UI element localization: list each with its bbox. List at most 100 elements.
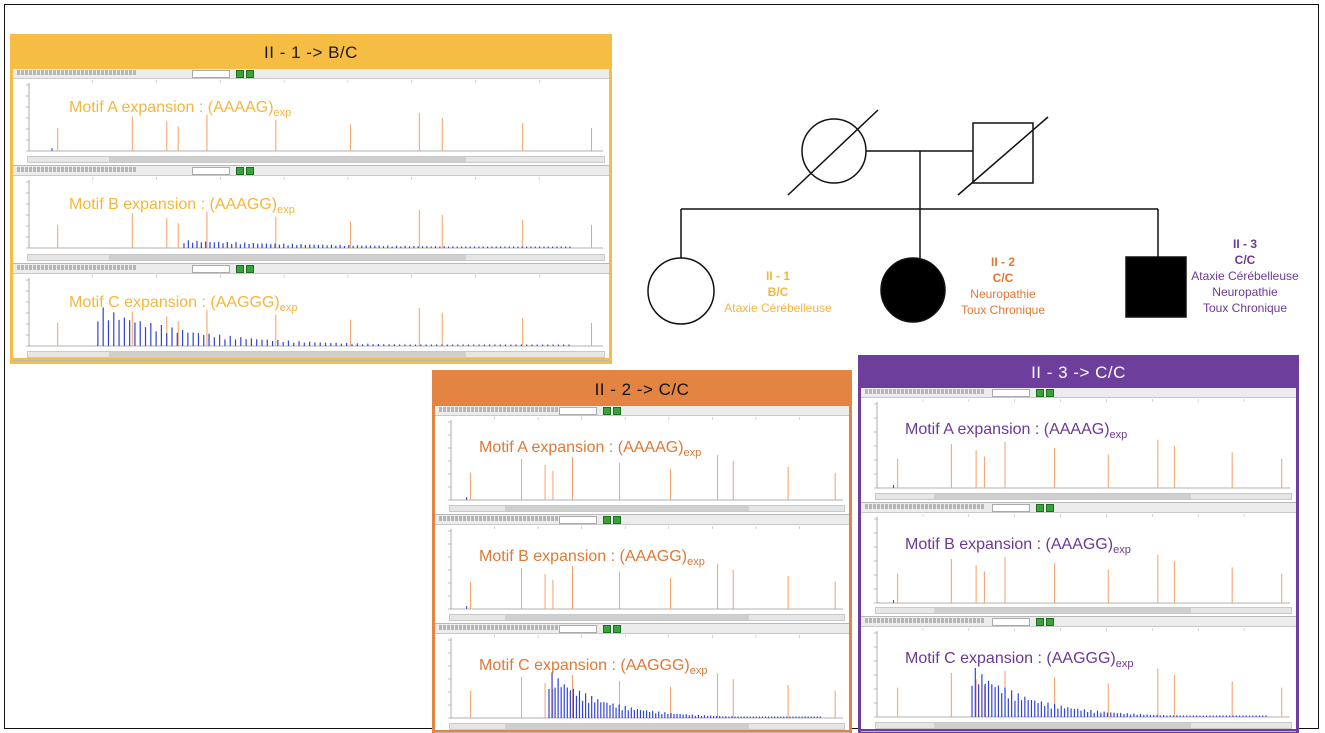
- electropherogram-trace: [874, 513, 1290, 603]
- panel-title: II - 1 -> B/C: [264, 43, 358, 62]
- ii3-phenotype-2: Neuropathie: [1212, 285, 1278, 299]
- electropherogram-trace: [874, 628, 1290, 718]
- scrollbar-thumb[interactable]: [505, 506, 750, 511]
- trace-scrollbar[interactable]: [27, 156, 605, 164]
- motif-label-subscript: exp: [689, 665, 708, 678]
- motif-expansion-label: Motif A expansion : (AAAAG)exp: [479, 439, 701, 459]
- motif-label-subscript: exp: [687, 556, 705, 569]
- trace-filename: [17, 167, 137, 173]
- scrollbar-thumb[interactable]: [934, 493, 1192, 499]
- electropherogram-trace: [874, 399, 1290, 489]
- trace-green-button[interactable]: [1036, 503, 1044, 512]
- panel-title: II - 3 -> C/C: [1031, 363, 1126, 382]
- trace-green-button[interactable]: [236, 264, 244, 273]
- trace-green-button[interactable]: [1036, 389, 1044, 397]
- trace-filename: [17, 264, 137, 270]
- trace-green-button[interactable]: [246, 70, 254, 78]
- trace-scrollbar[interactable]: [875, 607, 1292, 615]
- trace-green-button[interactable]: [603, 407, 611, 415]
- subplot-motif-c: Motif C expansion : (AAGGG)exp: [13, 263, 609, 361]
- scrollbar-thumb[interactable]: [505, 724, 750, 729]
- motif-label-subscript: exp: [1113, 543, 1131, 556]
- motif-label-subscript: exp: [273, 107, 292, 120]
- motif-expansion-label: Motif B expansion : (AAAGG)exp: [479, 548, 705, 568]
- motif-label-subscript: exp: [1109, 429, 1128, 442]
- trace-axis: [450, 529, 843, 610]
- trace-filename: [865, 618, 985, 624]
- trace-dropdown[interactable]: [559, 516, 597, 524]
- trace-dropdown[interactable]: [192, 167, 230, 176]
- trace-toolbar: [13, 69, 609, 79]
- trace-scrollbar[interactable]: [449, 505, 845, 512]
- trace-toolbar: [861, 617, 1296, 628]
- trace-filename: [865, 389, 985, 394]
- trace-green-button[interactable]: [613, 407, 621, 415]
- trace-scrollbar[interactable]: [27, 253, 605, 261]
- ii2-phenotype-1: Neuropathie: [970, 287, 1036, 301]
- trace-toolbar: [13, 263, 609, 274]
- trace-axis: [876, 402, 1290, 489]
- trace-toolbar: [435, 624, 849, 634]
- trace-toolbar: [13, 166, 609, 177]
- trace-scrollbar[interactable]: [449, 614, 845, 621]
- trace-dropdown[interactable]: [559, 407, 597, 415]
- electropherogram-trace: [448, 417, 843, 501]
- trace-dropdown[interactable]: [192, 264, 230, 273]
- trace-scrollbar[interactable]: [27, 350, 605, 358]
- ii2-id: II - 2: [990, 255, 1015, 269]
- trace-axis: [450, 638, 843, 719]
- trace-toolbar: [435, 406, 849, 416]
- motif-expansion-label: Motif C expansion : (AAGGG)exp: [69, 294, 297, 314]
- trace-dropdown[interactable]: [192, 70, 230, 78]
- motif-label-text: Motif C expansion : (AAGGG): [479, 657, 690, 674]
- trace-green-button[interactable]: [246, 167, 254, 176]
- ii3-phenotype-3: Toux Chronique: [1202, 301, 1288, 315]
- scrollbar-thumb[interactable]: [108, 157, 466, 163]
- trace-dropdown[interactable]: [992, 503, 1030, 512]
- trace-dropdown[interactable]: [992, 618, 1030, 627]
- panel-title: II - 2 -> C/C: [594, 380, 690, 399]
- trace-filename: [439, 516, 559, 521]
- trace-green-button[interactable]: [613, 625, 621, 633]
- subplot-motif-a: Motif A expansion : (AAAAG)exp: [861, 388, 1296, 503]
- trace-green-button[interactable]: [1046, 389, 1054, 397]
- scrollbar-thumb[interactable]: [108, 254, 466, 260]
- pedigree-label-ii1: II - 1 B/C Ataxie Cérébelleuse: [714, 268, 842, 316]
- trace-dropdown[interactable]: [992, 389, 1030, 397]
- pedigree-label-ii2: II - 2 C/C Neuropathie Toux Chronique: [950, 254, 1056, 318]
- ii3-genotype: C/C: [1234, 253, 1256, 267]
- trace-green-button[interactable]: [1046, 503, 1054, 512]
- trace-green-button[interactable]: [1046, 618, 1054, 627]
- motif-label-subscript: exp: [277, 204, 295, 217]
- subplot-motif-c: Motif C expansion : (AAGGG)exp: [435, 624, 849, 733]
- subplot-motif-c: Motif C expansion : (AAGGG)exp: [861, 617, 1296, 732]
- trace-toolbar: [861, 388, 1296, 398]
- trace-filename: [17, 70, 137, 75]
- motif-label-text: Motif C expansion : (AAGGG): [69, 293, 280, 311]
- trace-green-button[interactable]: [236, 70, 244, 78]
- trace-scrollbar[interactable]: [449, 723, 845, 730]
- scrollbar-thumb[interactable]: [108, 351, 466, 357]
- trace-green-button[interactable]: [246, 264, 254, 273]
- trace-green-button[interactable]: [613, 516, 621, 524]
- electropherogram-stack: Motif A expansion : (AAAAG)exp Motif B e…: [861, 388, 1296, 732]
- trace-green-button[interactable]: [603, 625, 611, 633]
- trace-scrollbar[interactable]: [875, 492, 1292, 500]
- motif-expansion-label: Motif A expansion : (AAAAG)exp: [905, 421, 1127, 441]
- trace-dropdown[interactable]: [559, 625, 597, 633]
- scrollbar-thumb[interactable]: [934, 608, 1192, 614]
- subplot-motif-b: Motif B expansion : (AAAGG)exp: [435, 515, 849, 624]
- scrollbar-thumb[interactable]: [505, 615, 750, 620]
- trace-green-button[interactable]: [603, 516, 611, 524]
- motif-label-text: Motif B expansion : (AAAGG): [69, 196, 278, 214]
- motif-label-text: Motif A expansion : (AAAAG): [69, 99, 274, 116]
- scrollbar-thumb[interactable]: [934, 722, 1192, 728]
- trace-axis: [876, 516, 1290, 603]
- panel-ii2: II - 2 -> C/C Motif A expansion : (AAAAG…: [432, 370, 852, 733]
- motif-expansion-label: Motif A expansion : (AAAAG)exp: [69, 99, 291, 119]
- trace-green-button[interactable]: [236, 167, 244, 176]
- trace-scrollbar[interactable]: [875, 721, 1292, 729]
- motif-expansion-label: Motif C expansion : (AAGGG)exp: [905, 650, 1133, 670]
- trace-green-button[interactable]: [1036, 618, 1044, 627]
- motif-label-text: Motif C expansion : (AAGGG): [905, 650, 1116, 668]
